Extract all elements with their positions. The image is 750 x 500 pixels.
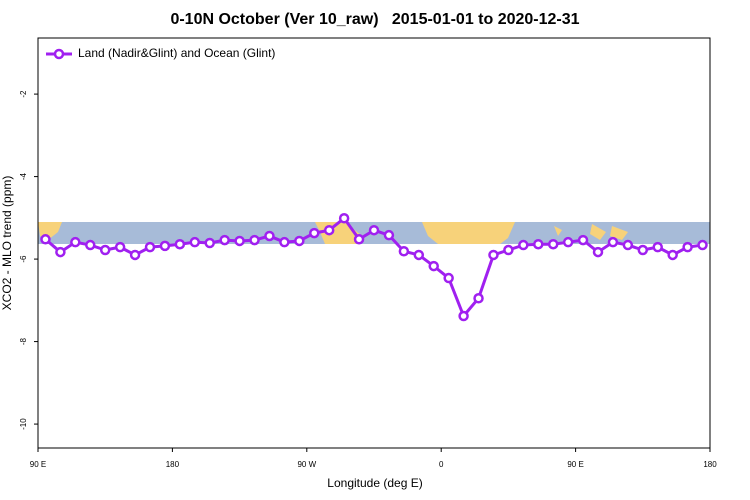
y-tick-label: -6	[19, 255, 28, 263]
chart-title: 0-10N October (Ver 10_raw) 2015-01-01 to…	[170, 11, 579, 28]
data-point	[443, 272, 454, 284]
data-point	[323, 224, 335, 236]
data-point	[488, 249, 499, 261]
x-tick-label: 180	[166, 460, 180, 469]
data-point	[473, 293, 484, 304]
data-point	[398, 245, 410, 257]
plot-frame	[37, 37, 711, 449]
data-point	[309, 227, 320, 239]
data-point	[144, 241, 156, 253]
data-point	[428, 260, 439, 272]
data-point	[503, 244, 514, 256]
data-point	[294, 235, 305, 247]
x-tick-label: 90 E	[567, 460, 583, 469]
y-tick-label: -4	[19, 172, 28, 180]
x-axis-label: Longitude (deg E)	[327, 476, 422, 490]
data-point	[547, 238, 559, 250]
data-point	[40, 234, 51, 245]
data-point	[264, 230, 275, 242]
data-point	[652, 241, 663, 253]
data-point	[114, 241, 126, 253]
data-point	[249, 234, 260, 246]
data-point	[368, 224, 380, 236]
data-point	[413, 249, 425, 261]
data-point	[622, 239, 634, 251]
data-point	[533, 238, 544, 250]
x-tick-label: 90 W	[297, 460, 316, 469]
data-point	[129, 249, 141, 261]
data-point	[55, 246, 66, 258]
y-axis-label: XCO2 - MLO trend (ppm)	[0, 176, 14, 311]
data-point	[562, 236, 574, 248]
data-point	[219, 234, 230, 246]
legend-marker	[53, 48, 65, 60]
data-point	[174, 238, 186, 250]
data-point	[607, 236, 619, 248]
data-point	[189, 236, 201, 248]
data-point	[353, 234, 365, 245]
y-tick-label: -10	[19, 418, 28, 430]
data-point	[697, 239, 708, 251]
data-point	[99, 244, 111, 256]
data-point	[577, 234, 589, 246]
x-tick-label: 180	[703, 460, 717, 469]
data-point	[338, 213, 350, 224]
data-point	[458, 310, 469, 322]
data-point	[667, 249, 678, 261]
x-tick-label: 90 E	[30, 460, 46, 469]
data-point	[70, 236, 81, 248]
data-point	[85, 239, 96, 251]
data-point	[518, 239, 529, 251]
y-tick-label: -8	[19, 337, 28, 345]
data-point	[159, 240, 171, 252]
data-point	[637, 244, 649, 256]
data-point	[592, 246, 604, 258]
data-point	[383, 229, 395, 241]
data-point	[204, 237, 215, 249]
y-tick-label: -2	[19, 90, 28, 98]
x-tick-label: 0	[439, 460, 444, 469]
data-point	[682, 241, 693, 253]
legend-label: Land (Nadir&Glint) and Ocean (Glint)	[78, 46, 275, 60]
data-point	[279, 236, 290, 248]
data-point	[234, 235, 245, 247]
